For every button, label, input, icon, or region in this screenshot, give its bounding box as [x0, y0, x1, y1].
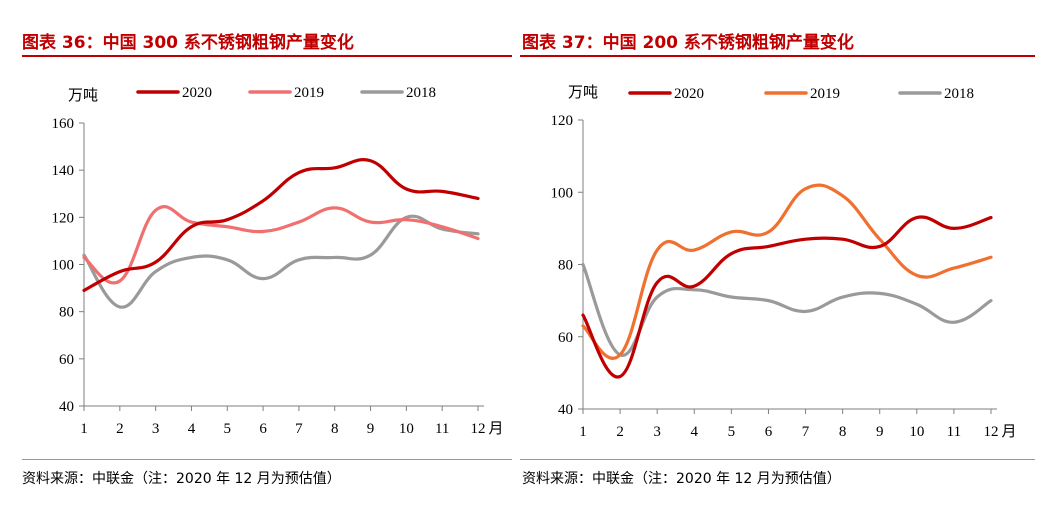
x-tick-label: 12 — [471, 421, 486, 437]
x-tick-label: 11 — [947, 424, 961, 440]
legend-label-2020: 2020 — [674, 86, 704, 102]
legend-label-2018: 2018 — [944, 86, 974, 102]
legend-label-2019: 2019 — [810, 86, 840, 102]
x-tick-label: 3 — [653, 424, 661, 440]
y-tick-label: 40 — [59, 399, 74, 415]
series-line-2018 — [82, 214, 480, 309]
series-line-2019 — [581, 183, 993, 360]
source-rule — [22, 459, 512, 460]
figure-title: 图表 36：中国 300 系不锈钢粗钢产量变化 — [22, 33, 354, 53]
x-tick-label: 8 — [331, 421, 339, 437]
y-tick-label: 120 — [52, 210, 75, 226]
chart-panel-300-series: 图表 36：中国 300 系不锈钢粗钢产量变化 40 60 80 100 120 140 1… — [22, 33, 512, 487]
x-tick-label: 12 — [984, 424, 999, 440]
x-tick-label: 2 — [116, 421, 124, 437]
x-tick-label: 2 — [616, 424, 624, 440]
y-tick-label: 160 — [52, 116, 75, 132]
chart-panel-200-series: 图表 37：中国 200 系不锈钢粗钢产量变化 40 60 80 100 120 1 2 3 4… — [520, 0, 1047, 516]
y-tick-label: 40 — [558, 402, 573, 418]
source-note: 资料来源：中联金（注：2020 年 12 月为预估值） — [22, 471, 341, 487]
x-tick-label: 9 — [876, 424, 884, 440]
series-line-2020 — [82, 158, 480, 293]
y-tick-label: 60 — [558, 330, 573, 346]
y-tick-label: 60 — [59, 352, 74, 368]
x-tick-label: 10 — [909, 424, 924, 440]
source-rule — [520, 459, 1035, 460]
x-tick-label: 4 — [691, 424, 699, 440]
x-tick-label: 11 — [435, 421, 449, 437]
series-line-2020 — [581, 215, 993, 379]
x-unit-label: 月 — [488, 421, 503, 437]
x-tick-label: 9 — [367, 421, 375, 437]
x-tick-label: 7 — [802, 424, 810, 440]
source-note: 资料来源：中联金（注：2020 年 12 月为预估值） — [522, 471, 841, 487]
x-tick-label: 5 — [224, 421, 232, 437]
y-tick-label: 80 — [558, 258, 573, 274]
y-unit-label: 万吨 — [568, 84, 598, 101]
y-tick-label: 140 — [52, 163, 75, 179]
y-tick-label: 80 — [59, 305, 74, 321]
x-tick-label: 6 — [765, 424, 773, 440]
title-rule — [22, 55, 512, 57]
legend-label-2018: 2018 — [406, 85, 436, 101]
x-tick-label: 1 — [80, 421, 88, 437]
x-unit-label: 月 — [1001, 424, 1016, 440]
figure-title: 图表 37：中国 200 系不锈钢粗钢产量变化 — [522, 33, 854, 53]
x-tick-label: 4 — [188, 421, 196, 437]
x-tick-label: 8 — [839, 424, 847, 440]
x-tick-label: 6 — [259, 421, 267, 437]
x-tick-label: 1 — [579, 424, 587, 440]
x-tick-label: 10 — [399, 421, 414, 437]
title-rule — [520, 55, 1035, 57]
legend-label-2019: 2019 — [294, 85, 324, 101]
x-tick-label: 7 — [295, 421, 303, 437]
y-tick-label: 100 — [52, 258, 75, 274]
y-tick-label: 100 — [551, 185, 574, 201]
legend-label-2020: 2020 — [182, 85, 212, 101]
x-tick-label: 3 — [152, 421, 160, 437]
series-line-2019 — [82, 205, 480, 285]
x-tick-label: 5 — [728, 424, 736, 440]
y-unit-label: 万吨 — [68, 87, 98, 104]
y-tick-label: 120 — [551, 113, 574, 129]
